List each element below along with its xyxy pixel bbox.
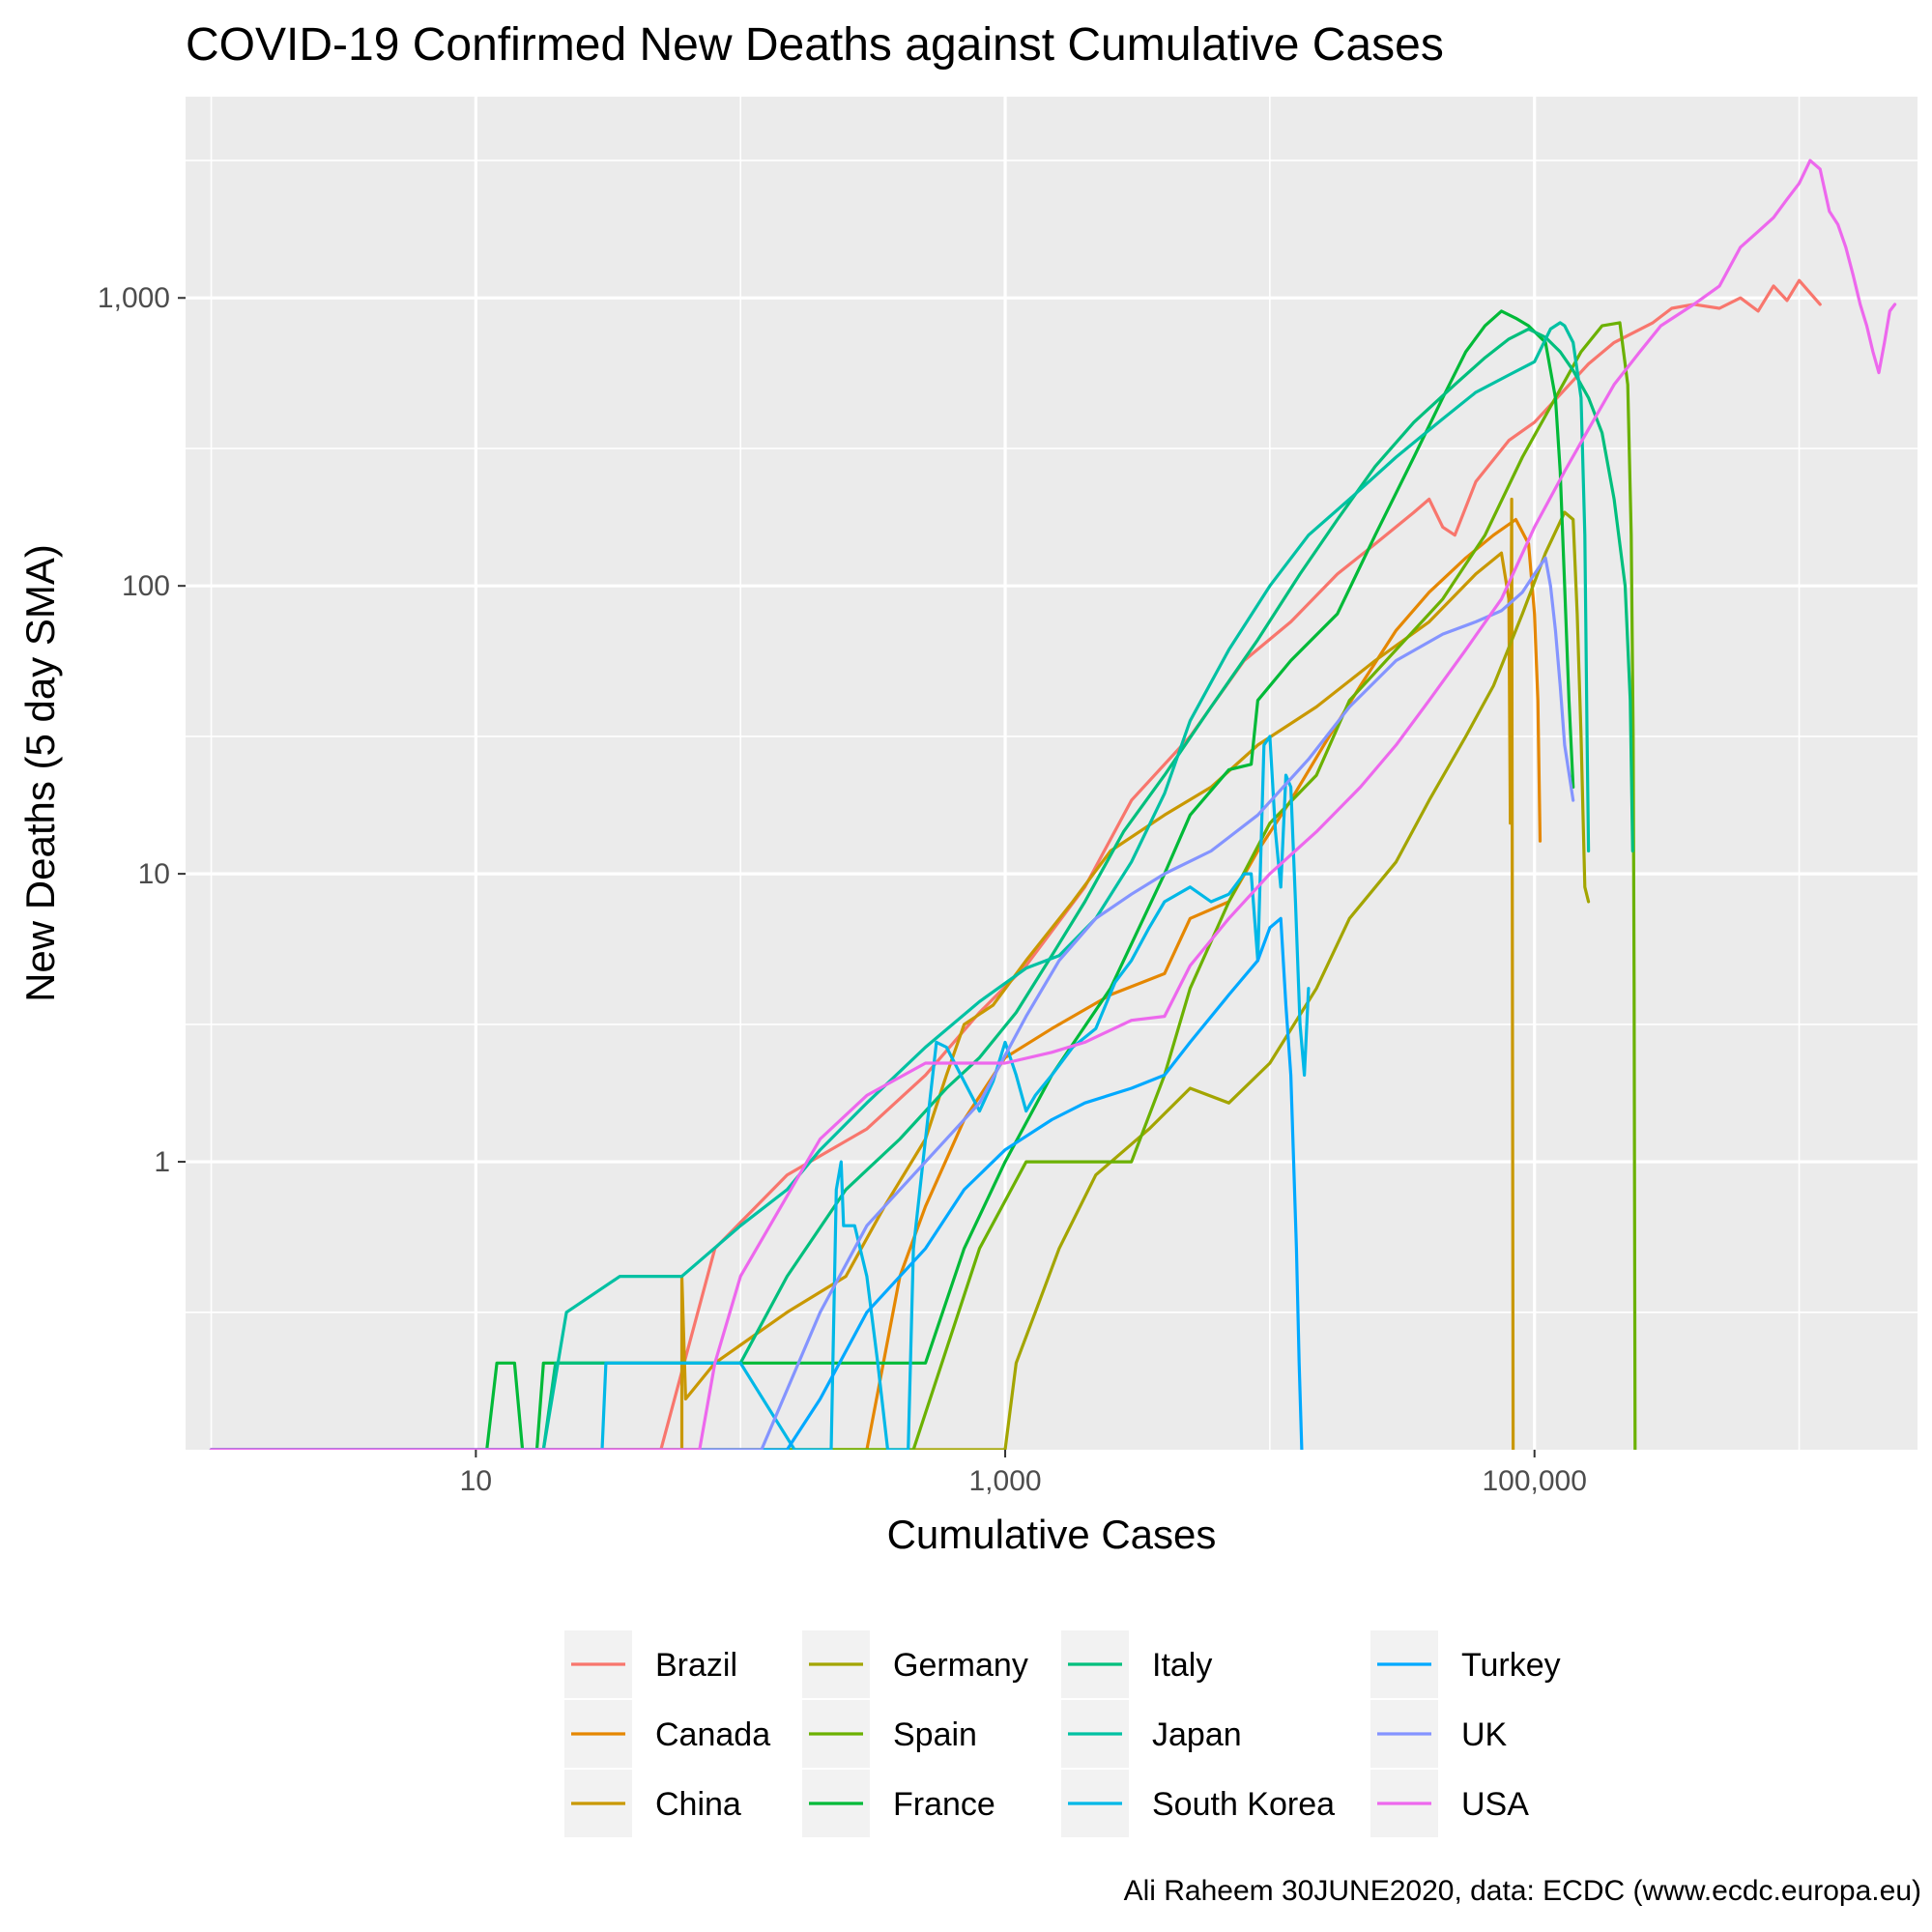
legend-label: UK xyxy=(1461,1716,1508,1753)
y-axis-ticks: 1 10 100 1,000 xyxy=(98,282,186,1178)
legend-label: Italy xyxy=(1152,1647,1212,1684)
x-tick-label: 1,000 xyxy=(969,1465,1042,1497)
legend-label: Canada xyxy=(655,1716,770,1753)
series-line-japan xyxy=(209,321,1591,1450)
chart-caption: Ali Raheem 30JUNE2020, data: ECDC (www.e… xyxy=(1124,1875,1921,1907)
y-axis-title: New Deaths (5 day SMA) xyxy=(17,544,63,1002)
y-tick-label: 1 xyxy=(154,1146,170,1178)
legend-label: Turkey xyxy=(1461,1647,1561,1684)
legend-label: Germany xyxy=(893,1647,1028,1684)
legend-label: Japan xyxy=(1152,1716,1242,1753)
series-line-usa xyxy=(209,159,1897,1450)
series-line-germany xyxy=(209,510,1591,1450)
y-tick-label: 1,000 xyxy=(98,282,170,314)
legend-label: South Korea xyxy=(1152,1786,1335,1823)
series-line-spain xyxy=(209,321,1637,1450)
chart-title: COVID-19 Confirmed New Deaths against Cu… xyxy=(186,19,1444,71)
legend-label: Brazil xyxy=(655,1647,737,1684)
series-line-uk xyxy=(209,556,1575,1450)
x-axis-ticks: 10 1,000 100,000 xyxy=(460,1450,1587,1497)
x-tick-label: 10 xyxy=(460,1465,492,1497)
y-tick-label: 100 xyxy=(122,570,170,602)
minor-gridlines xyxy=(186,97,1918,1450)
legend-label: France xyxy=(893,1786,995,1823)
legend-label: China xyxy=(655,1786,741,1823)
series-line-turkey xyxy=(209,916,1304,1450)
x-axis-title: Cumulative Cases xyxy=(887,1512,1217,1557)
legend: Brazil Canada China Germany Spain France Italy… xyxy=(564,1630,1561,1837)
series-line-italy xyxy=(209,327,1634,1450)
plot-panel xyxy=(186,97,1918,1450)
legend-label: USA xyxy=(1461,1786,1529,1823)
x-tick-label: 100,000 xyxy=(1482,1465,1586,1497)
series-lines xyxy=(209,159,1897,1450)
series-line-china xyxy=(209,497,1515,1450)
y-tick-label: 10 xyxy=(138,858,170,890)
legend-label: Spain xyxy=(893,1716,977,1753)
series-line-south-korea xyxy=(209,735,1311,1450)
